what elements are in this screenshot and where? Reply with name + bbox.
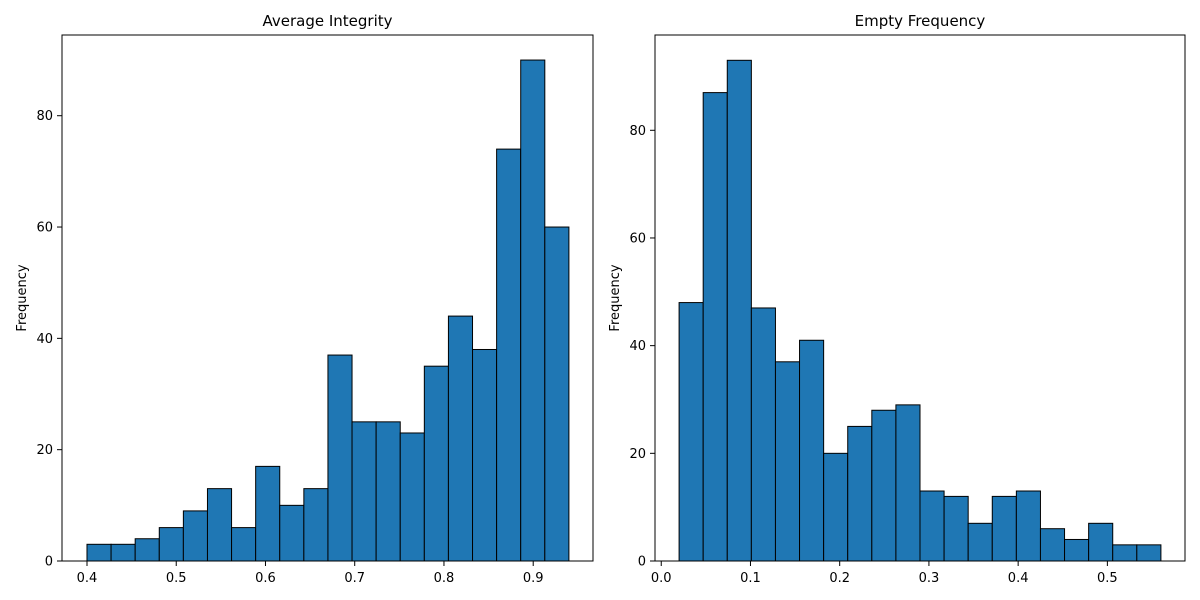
- y-tick-label: 40: [36, 332, 53, 347]
- y-tick-label: 80: [629, 124, 646, 139]
- histogram-bar: [750, 307, 776, 562]
- histogram-bar: [895, 404, 921, 562]
- average-integrity-panel: 0.4 0.5 0.6 0.7 0.8 0.9 0 20 40 60 80 Average Integ…: [15, 12, 594, 586]
- histogram-bar: [1064, 538, 1090, 562]
- y-axis-label: Frequency: [15, 264, 30, 331]
- histogram-bar: [1039, 528, 1066, 562]
- histogram-bar: [799, 339, 825, 562]
- histogram-bar: [1112, 544, 1138, 562]
- chart-title: Average Integrity: [262, 12, 392, 30]
- histogram-bar: [351, 421, 377, 562]
- x-tick-label: 0.4: [1008, 571, 1029, 586]
- x-tick-label: 0.7: [344, 571, 365, 586]
- plot-frame: [61, 34, 594, 562]
- y-tick-label: 0: [638, 555, 646, 570]
- x-tick-label: 0.1: [740, 571, 761, 586]
- histogram-bar: [774, 361, 801, 562]
- x-tick-label: 0.8: [434, 571, 455, 586]
- histogram-bar: [520, 59, 546, 562]
- y-tick-label: 20: [36, 443, 53, 458]
- histogram-bar: [871, 409, 897, 562]
- histogram-bar: [134, 538, 160, 562]
- histogram-bar: [726, 59, 752, 562]
- histogram-bar: [919, 490, 945, 562]
- histogram-bar: [702, 92, 728, 562]
- histogram-bar: [158, 527, 184, 562]
- histogram-bar: [1015, 490, 1041, 562]
- histogram-bar: [206, 488, 233, 562]
- histogram-bar: [991, 495, 1017, 562]
- x-tick-label: 0.5: [1097, 571, 1118, 586]
- histogram-bar: [423, 365, 449, 562]
- histogram-bar: [1136, 544, 1162, 562]
- x-tick-label: 0.0: [651, 571, 672, 586]
- y-tick-label: 0: [45, 555, 53, 570]
- y-tick-label: 20: [629, 447, 646, 462]
- y-tick-label: 80: [36, 109, 53, 124]
- histogram-bar: [544, 226, 570, 562]
- histogram-bar: [1088, 522, 1114, 562]
- y-tick-label: 60: [629, 231, 646, 246]
- histogram-bar: [182, 510, 208, 562]
- histogram-bar: [472, 348, 498, 562]
- y-axis-label: Frequency: [608, 264, 623, 331]
- histogram-bar: [303, 488, 329, 562]
- x-tick-label: 0.3: [919, 571, 940, 586]
- histogram-bar: [255, 465, 281, 562]
- histogram-bar: [943, 495, 969, 562]
- histogram-bar: [447, 315, 474, 562]
- histogram-bar: [110, 543, 136, 562]
- histogram-bar: [279, 504, 305, 562]
- histogram-bar: [496, 148, 522, 562]
- x-tick-label: 0.5: [166, 571, 187, 586]
- histogram-bar: [823, 452, 849, 562]
- x-tick-label: 0.6: [255, 571, 276, 586]
- empty-frequency-panel: 0.0 0.1 0.2 0.3 0.4 0.5 0 20 40 60 80 Empty Frequen…: [608, 12, 1186, 586]
- x-tick-label: 0.4: [77, 571, 98, 586]
- histogram-bar: [967, 522, 993, 562]
- histogram-bar: [231, 527, 257, 562]
- histogram-bar: [86, 543, 112, 562]
- x-tick-label: 0.9: [523, 571, 544, 586]
- plot-frame: [654, 34, 1186, 562]
- histogram-bar: [327, 354, 353, 562]
- histogram-bar: [847, 425, 873, 562]
- x-tick-label: 0.2: [829, 571, 850, 586]
- histogram-bar: [399, 432, 425, 562]
- chart-title: Empty Frequency: [855, 12, 986, 30]
- histogram-bar: [678, 302, 704, 562]
- histogram-bar: [375, 421, 401, 562]
- y-tick-label: 60: [36, 221, 53, 236]
- y-tick-label: 40: [629, 339, 646, 354]
